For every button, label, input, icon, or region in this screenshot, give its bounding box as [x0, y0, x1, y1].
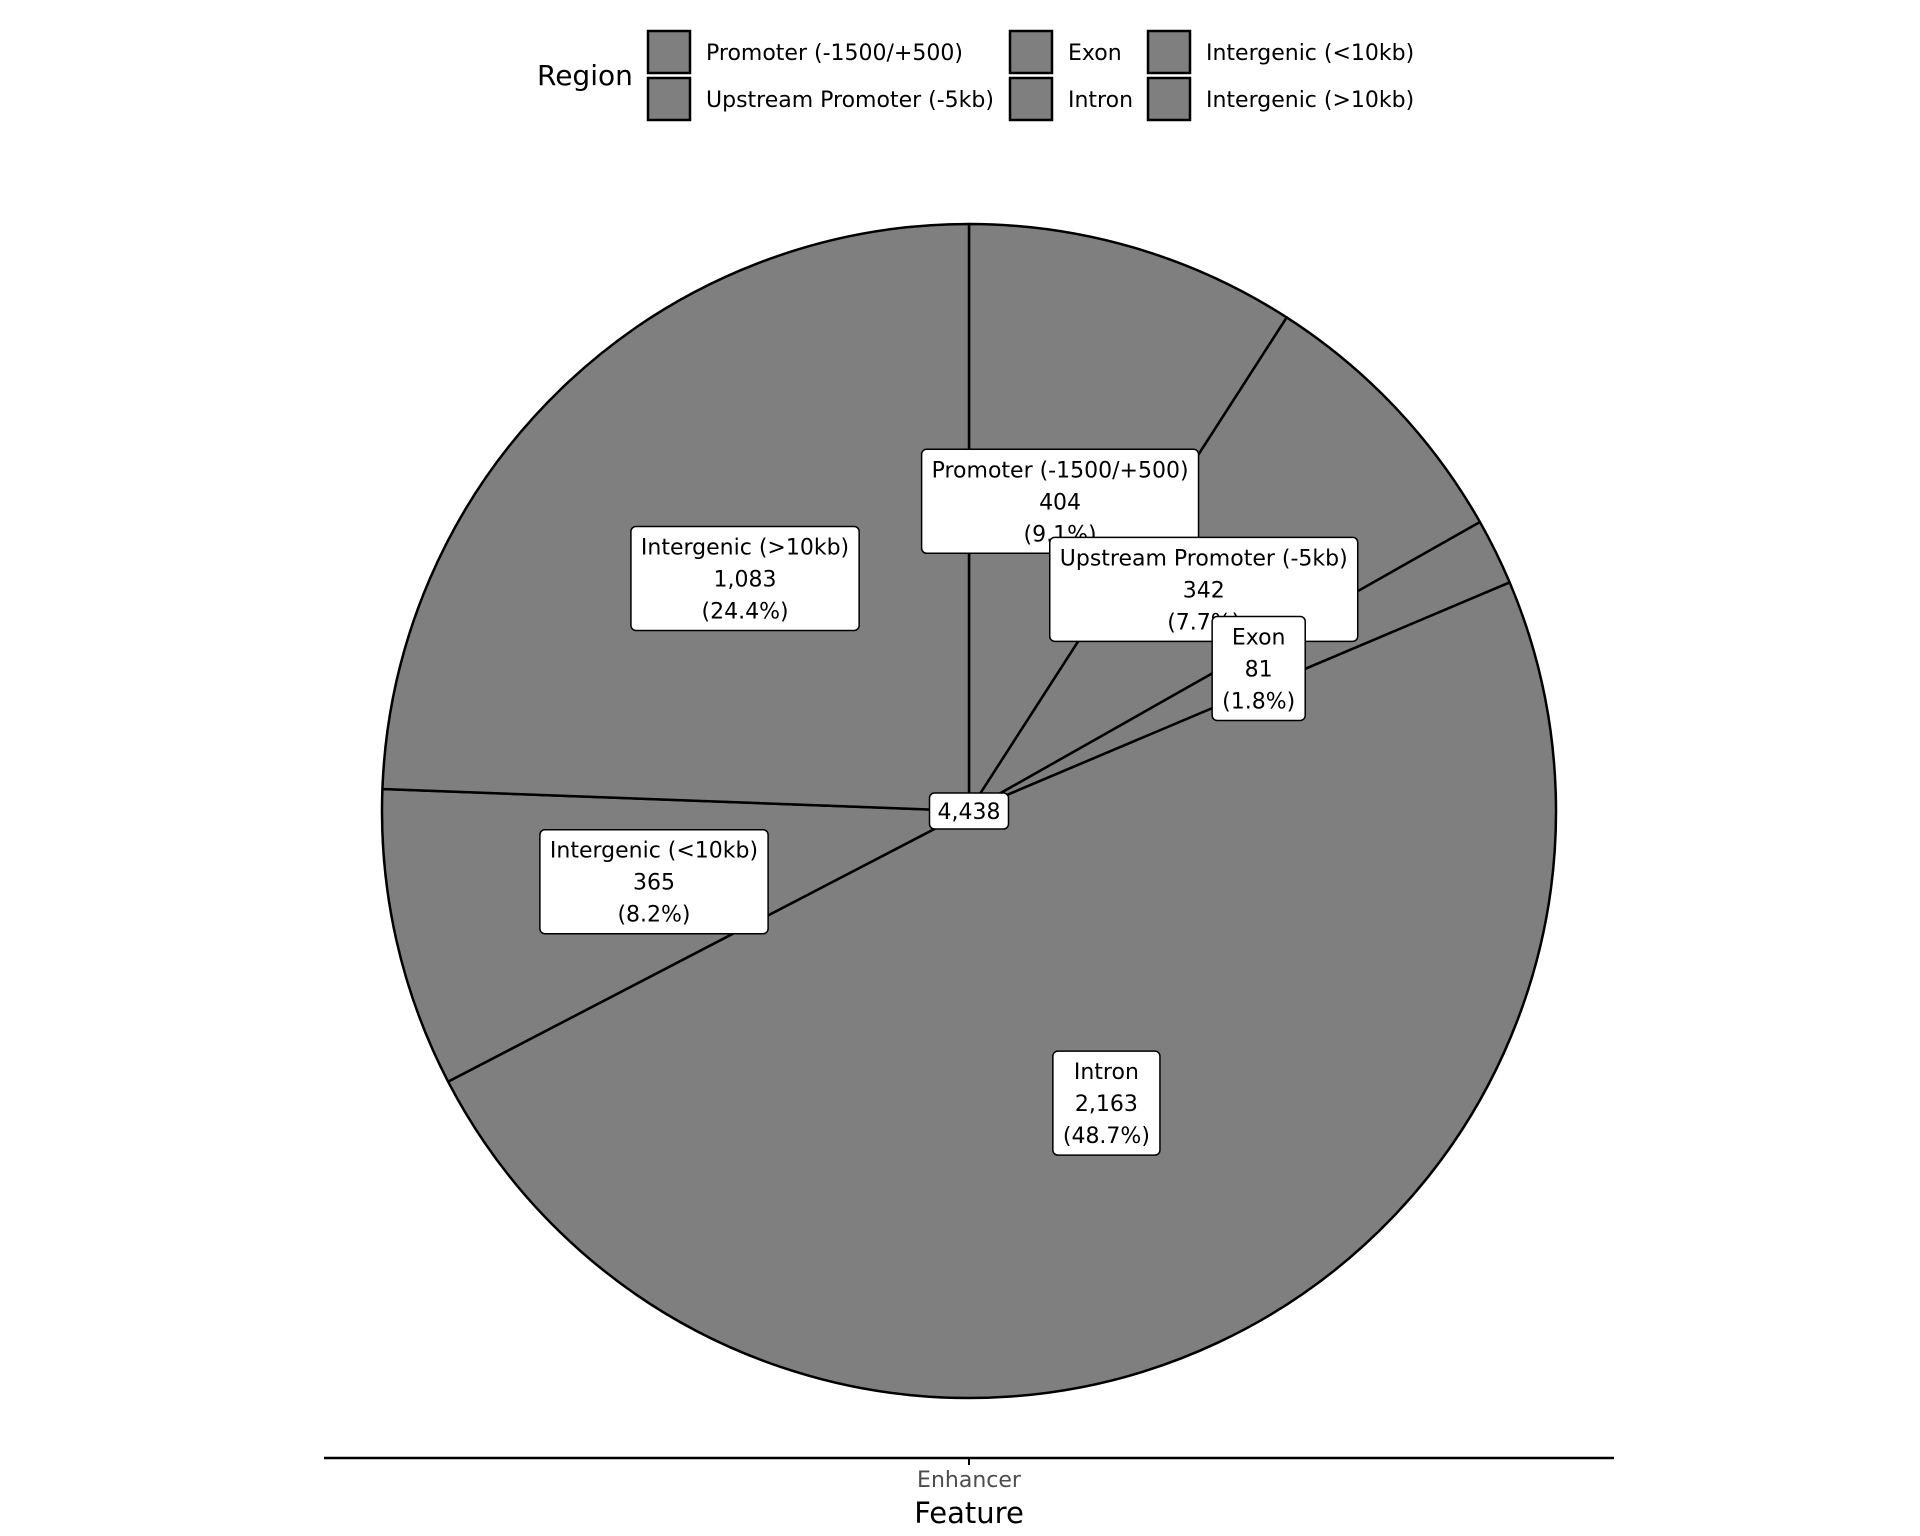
legend-label-upstream-promoter-5kb: Upstream Promoter (-5kb) — [706, 88, 994, 113]
slice-label-promoter-1500-500: Promoter (-1500/+500)404(9.1%) — [920, 448, 1200, 555]
legend-label-intron: Intron — [1068, 88, 1133, 113]
slice-label-upstream-promoter-5kb: Upstream Promoter (-5kb)342(7.7%) — [1049, 536, 1359, 643]
legend-swatch-intergenic-10kb — [1146, 76, 1192, 122]
slice-label-name: Upstream Promoter (-5kb) — [1060, 546, 1348, 571]
legend-swatch-upstream-promoter-5kb — [646, 76, 692, 122]
slice-label-intergenic-10kb: Intergenic (<10kb) 365 (8.2%) — [539, 828, 769, 935]
slice-label-intergenic-10kb: Intergenic (>10kb) 1,083 (24.4%) — [630, 525, 860, 632]
slice-label-percent: (48.7%) — [1063, 1124, 1150, 1149]
slice-label-value: 365 — [633, 871, 675, 896]
legend-label-intergenic-10kb: Intergenic (>10kb) — [1206, 88, 1414, 113]
total-label: 4,438 — [928, 792, 1010, 830]
slice-intron — [446, 581, 1558, 1400]
slice-label-name: Intergenic (<10kb) — [550, 839, 758, 864]
slice-label-name: Promoter (-1500/+500) — [932, 458, 1189, 483]
slice-label-intron: Intron 2,163 (48.7%) — [1052, 1050, 1161, 1156]
legend-label-promoter-1500-500: Promoter (-1500/+500) — [706, 41, 963, 66]
slice-label-value: 1,083 — [714, 567, 777, 592]
legend-swatch-promoter-1500-500 — [646, 29, 692, 75]
slice-intergenic-10kb — [381, 222, 971, 813]
slice-label-box — [539, 828, 769, 935]
slice-label-name: Exon — [1232, 625, 1286, 650]
slice-label-value: 2,163 — [1075, 1092, 1138, 1117]
total-label-text: 4,438 — [938, 800, 1001, 825]
legend-swatch-exon — [1008, 29, 1054, 75]
slice-label-percent: (8.2%) — [617, 903, 690, 928]
x-tick-label: Enhancer — [917, 1468, 1022, 1493]
slice-label-percent: (24.4%) — [702, 599, 789, 624]
legend-title: Region — [537, 59, 633, 92]
x-axis-title: Feature — [914, 1496, 1024, 1530]
slice-label-value: 81 — [1245, 657, 1273, 682]
slice-label-name: Intergenic (>10kb) — [641, 535, 849, 560]
legend-swatch-intergenic-10kb — [1146, 29, 1192, 75]
slice-label-box — [1211, 615, 1306, 722]
legend-swatch-intron — [1008, 76, 1054, 122]
slice-label-value: 404 — [1039, 490, 1081, 515]
slice-label-box — [1049, 536, 1359, 643]
slice-label-box — [630, 525, 860, 632]
slice-label-exon: Exon 81 (1.8%) — [1211, 615, 1306, 722]
slice-intergenic-10kb — [380, 787, 971, 1083]
legend-label-intergenic-10kb: Intergenic (<10kb) — [1206, 41, 1414, 66]
total-label-box — [928, 792, 1010, 830]
slice-label-percent: (1.8%) — [1222, 689, 1295, 714]
legend-label-exon: Exon — [1068, 41, 1122, 66]
slice-label-name: Intron — [1074, 1060, 1139, 1085]
legend: Region Promoter (-1500/+500) Upstream Pro… — [537, 29, 1414, 122]
slice-label-value: 342 — [1183, 578, 1225, 603]
x-axis: Enhancer Feature — [324, 1456, 1614, 1530]
slice-labels: Promoter (-1500/+500)404(9.1%)Upstream P… — [539, 448, 1359, 1156]
slice-label-box — [1052, 1050, 1161, 1156]
